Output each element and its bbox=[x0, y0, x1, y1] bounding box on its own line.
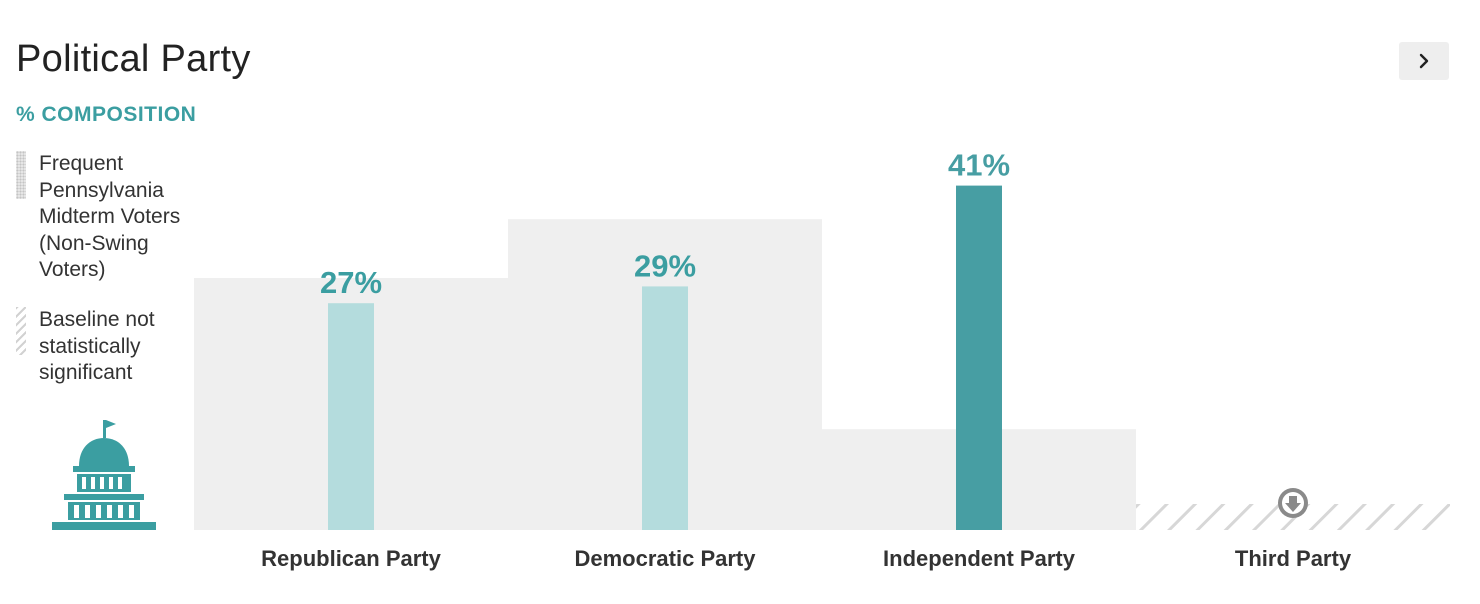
legend-swatch-hatched bbox=[16, 307, 26, 355]
category-label-independent-party: Independent Party bbox=[883, 546, 1076, 571]
value-label-democratic-party: 29% bbox=[634, 248, 696, 283]
legend-item-not-significant: Baseline not statistically significant bbox=[16, 307, 194, 387]
value-label-independent-party: 41% bbox=[948, 148, 1010, 183]
value-label-republican-party: 27% bbox=[320, 265, 382, 300]
chevron-right-icon bbox=[1419, 53, 1429, 69]
bar-republican-party bbox=[328, 303, 374, 530]
capitol-building-icon bbox=[52, 420, 156, 530]
legend-label-non-swing: Frequent Pennsylvania Midterm Voters (No… bbox=[39, 152, 181, 281]
bar-independent-party bbox=[956, 185, 1002, 530]
legend-label-not-significant: Baseline not statistically significant bbox=[39, 308, 155, 384]
category-label-republican-party: Republican Party bbox=[261, 546, 441, 571]
category-label-democratic-party: Democratic Party bbox=[575, 546, 757, 571]
chart-subtitle: % COMPOSITION bbox=[16, 103, 197, 126]
arrow-down-circle-icon bbox=[1278, 488, 1308, 518]
next-button[interactable] bbox=[1399, 42, 1449, 80]
legend-swatch-dotted bbox=[16, 151, 26, 199]
legend-item-non-swing: Frequent Pennsylvania Midterm Voters (No… bbox=[16, 151, 194, 284]
bar-democratic-party bbox=[642, 286, 688, 530]
category-label-third-party: Third Party bbox=[1235, 546, 1352, 571]
page-title: Political Party bbox=[16, 38, 251, 80]
